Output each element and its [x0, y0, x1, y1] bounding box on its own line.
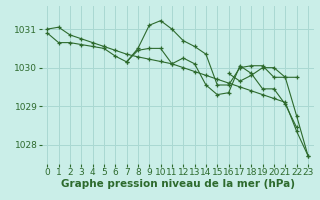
- X-axis label: Graphe pression niveau de la mer (hPa): Graphe pression niveau de la mer (hPa): [60, 179, 295, 189]
